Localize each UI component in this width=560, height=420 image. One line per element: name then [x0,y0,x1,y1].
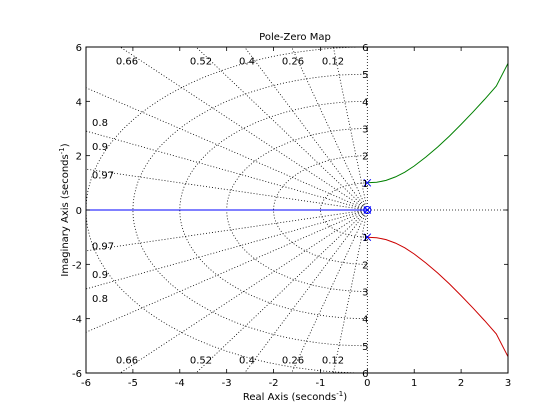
chart-title: Pole-Zero Map [259,32,331,43]
damping-label-0_12-lower: 0.12 [322,355,344,366]
marker-layer [363,178,372,242]
wn-label-upper-2: 2 [362,152,368,163]
pole-marker-1 [363,178,372,187]
damping-ray-6-lower [244,209,368,373]
damping-label-0_4-lower: 0.4 [239,355,255,366]
wn-label-upper-4: 4 [362,97,368,108]
damping-ray-5-lower [195,209,368,373]
damping-label-0_26-lower: 0.26 [282,355,304,366]
y-tick-label-3: 0 [76,206,82,217]
y-tick-label-2: -2 [72,260,82,271]
x-tick-label-0: -6 [81,378,91,389]
x-tick-label-8: 2 [458,378,464,389]
damping-label-0_8-lower: 0.8 [92,294,108,305]
pole-marker-2 [363,233,372,242]
damping-ray-3-upper [86,87,368,211]
y-tick-label-4: 2 [76,152,82,163]
wn-arc-2 [273,155,368,265]
wn-label-upper-3: 3 [362,125,368,136]
damping-ray-4-upper [119,47,368,211]
y-tick-label-0: -6 [72,369,82,380]
damping-ray-8-lower [332,209,368,373]
wn-label-lower-5: 5 [362,342,368,353]
wn-label-upper-1: 1 [362,179,368,190]
damping-label-0_97-upper: 0.97 [92,170,114,181]
damping-label-0_66-upper: 0.66 [116,57,138,68]
damping-label-0_52-lower: 0.52 [190,355,212,366]
zero-marker-1 [363,206,372,214]
tick-layer: -6 -5 -4 -3 -2 -1 0 1 2 3 -6 -4 -2 0 2 4 6 [72,43,511,389]
pole-stroke [363,178,372,187]
damping-ray-3-lower [86,209,368,333]
series-line-2 [367,63,508,184]
x-tick-label-4: -2 [269,378,279,389]
x-tick-label-5: -1 [315,378,325,389]
x-tick-label-6: 0 [364,378,370,389]
wn-label-lower-4: 4 [362,315,368,326]
wn-label-lower-6: 6 [362,369,368,380]
wn-label-lower-3: 3 [362,288,368,299]
damping-label-0_52-upper: 0.52 [190,57,212,68]
damping-label-0_66-lower: 0.66 [116,355,138,366]
wn-label-upper-6: 6 [362,43,368,54]
pole-stroke [363,233,372,242]
x-tick-label-3: -3 [222,378,232,389]
x-axis-label: Real Axis (seconds-1) [243,390,347,403]
x-tick-label-1: -5 [128,378,138,389]
damping-label-0_12-upper: 0.12 [322,57,344,68]
grid-label-layer: 0.97 0.97 0.9 0.9 0.8 0.8 0.66 0.66 0.52 0.52 0.4 0… [92,43,369,380]
y-tick-label-5: 4 [76,97,82,108]
wn-arc-4 [179,100,368,320]
y-axis-label: Imaginary Axis (seconds-1) [58,143,71,276]
wn-label-upper-5: 5 [362,70,368,81]
damping-ray-8-upper [332,47,368,211]
wn-label-lower-2: 2 [362,260,368,271]
series-layer [86,63,508,357]
damping-label-0_26-upper: 0.26 [282,57,304,68]
series-line-3 [367,236,508,357]
damping-label-0_97-lower: 0.97 [92,242,114,253]
wn-arc-6 [86,47,368,373]
x-tick-label-2: -4 [175,378,185,389]
damping-label-0_4-upper: 0.4 [239,57,255,68]
x-tick-label-9: 3 [505,378,511,389]
wn-label-lower-1: 1 [362,233,368,244]
damping-ray-1-upper [86,168,368,211]
damping-ray-1-lower [86,209,368,252]
y-tick-label-1: -4 [72,315,82,326]
x-tick-label-7: 1 [411,378,417,389]
damping-label-0_9-upper: 0.9 [92,142,108,153]
damping-label-0_8-upper: 0.8 [92,118,108,129]
damping-label-0_9-lower: 0.9 [92,270,108,281]
y-tick-label-6: 6 [76,43,82,54]
